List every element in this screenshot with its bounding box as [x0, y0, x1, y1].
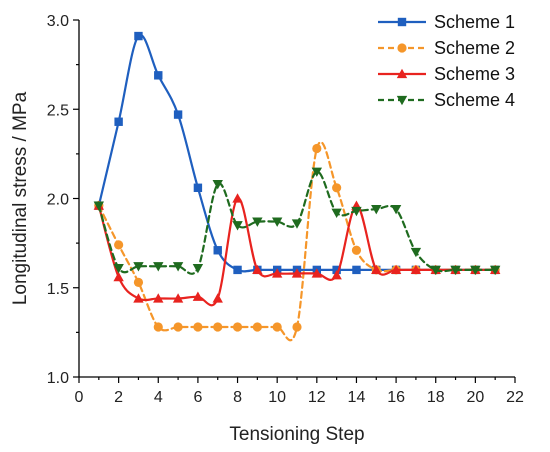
x-tick-label: 4: [154, 389, 163, 406]
y-tick-label: 2.0: [47, 192, 69, 209]
series-2-point: [133, 277, 144, 287]
series-4-point: [93, 201, 105, 211]
series-3-point: [133, 293, 144, 303]
legend: Scheme 1 Scheme 2 Scheme 3 Scheme 4: [378, 12, 515, 110]
series-4-point: [252, 217, 263, 227]
legend-swatch-marker: [396, 95, 408, 106]
legend-label: Scheme 2: [434, 38, 515, 58]
series-2-point: [312, 143, 322, 154]
series-4-point: [450, 265, 461, 276]
series-3-point: [271, 268, 283, 278]
series-4-point: [351, 206, 362, 217]
series-4-point: [489, 265, 501, 276]
series-4-point: [172, 262, 184, 272]
x-tick-label: 16: [387, 389, 405, 406]
series-4-point: [410, 247, 422, 258]
x-axis-label: Tensioning Step: [229, 424, 364, 445]
series-1-point: [134, 31, 143, 41]
x-tick-label: 12: [308, 389, 326, 406]
series-3-point: [311, 268, 323, 278]
legend-label: Scheme 3: [434, 64, 515, 84]
y-tick-label: 3.0: [47, 13, 69, 30]
series-3-line: [97, 197, 497, 307]
legend-entry-1: Scheme 1: [378, 12, 515, 32]
legend-swatch-marker: [397, 43, 407, 53]
series-2-point: [213, 322, 223, 332]
series-2-point: [252, 322, 262, 332]
series-4: [93, 167, 501, 276]
series-3-point: [371, 264, 382, 275]
series-4-point: [232, 221, 243, 231]
series-2-point: [193, 322, 203, 332]
series-1-point: [332, 265, 341, 275]
legend-entry-3: Scheme 3: [378, 64, 515, 84]
series-1-point: [213, 246, 222, 255]
series-2-point: [114, 240, 124, 250]
series-4-point: [311, 167, 323, 177]
y-tick-label: 1.0: [47, 370, 69, 387]
series-2: [94, 140, 500, 342]
series-4-point: [192, 263, 204, 274]
x-tick-label: 0: [75, 389, 84, 406]
series-1-point: [114, 117, 123, 126]
series-4-point: [153, 262, 164, 272]
series-4-line: [97, 170, 497, 275]
series-1-point: [173, 110, 183, 119]
y-tick-label: 2.5: [47, 102, 69, 119]
y-axis-label: Longitudinal stress / MPa: [10, 91, 31, 305]
series-2-line: [97, 140, 497, 342]
series-4-point: [430, 265, 441, 276]
series-2-point: [351, 245, 362, 255]
series-3-point: [172, 293, 184, 303]
series-2-point: [153, 322, 163, 332]
series-2-point: [272, 322, 282, 332]
series-3-point: [153, 293, 164, 303]
series-1-point: [193, 183, 203, 192]
x-tick-label: 8: [233, 389, 242, 406]
series-4-point: [133, 262, 144, 272]
series-2-point: [232, 322, 243, 332]
legend-swatch-marker: [396, 68, 408, 79]
series-2-point: [173, 322, 183, 332]
series-2-point: [332, 183, 342, 193]
series-3-point: [113, 271, 124, 282]
series-4-point: [291, 219, 303, 229]
series-3: [93, 193, 501, 307]
series-3-point: [291, 268, 303, 278]
legend-entry-2: Scheme 2: [378, 38, 515, 58]
series-3-point: [192, 291, 204, 301]
y-tick-label: 1.5: [47, 281, 69, 298]
x-tick-label: 10: [268, 389, 286, 406]
series-1-point: [352, 265, 361, 275]
series-4-point: [470, 265, 481, 276]
x-tick-label: 6: [193, 389, 202, 406]
legend-label: Scheme 1: [434, 12, 515, 32]
series-3-point: [212, 293, 223, 303]
series-4-point: [331, 208, 342, 218]
axes: 0 2 4 6 8 10 12 14 16 18 20 22 1.0 1.5 2.0 2.5 3.0: [47, 13, 524, 406]
series-1-point: [154, 71, 163, 80]
legend-entry-4: Scheme 4: [378, 90, 515, 110]
series-3-point: [390, 264, 402, 275]
series-3-point: [232, 193, 243, 203]
series-4-point: [371, 205, 382, 215]
x-tick-label: 22: [506, 389, 524, 406]
x-tick-label: 20: [466, 389, 484, 406]
series-1-point: [233, 265, 242, 275]
series-4-point: [212, 180, 223, 190]
series-4-point: [390, 205, 402, 215]
series-2-point: [292, 322, 302, 332]
legend-swatch-marker: [397, 17, 407, 27]
x-tick-label: 2: [114, 389, 123, 406]
series-3-point: [252, 264, 263, 275]
series-3-point: [410, 264, 422, 275]
x-tick-label: 14: [348, 389, 366, 406]
series-4-point: [271, 217, 283, 227]
legend-label: Scheme 4: [434, 90, 515, 110]
series-4-point: [113, 263, 124, 274]
series-3-point: [331, 270, 342, 280]
plot-area: [93, 31, 501, 342]
x-tick-label: 18: [427, 389, 445, 406]
